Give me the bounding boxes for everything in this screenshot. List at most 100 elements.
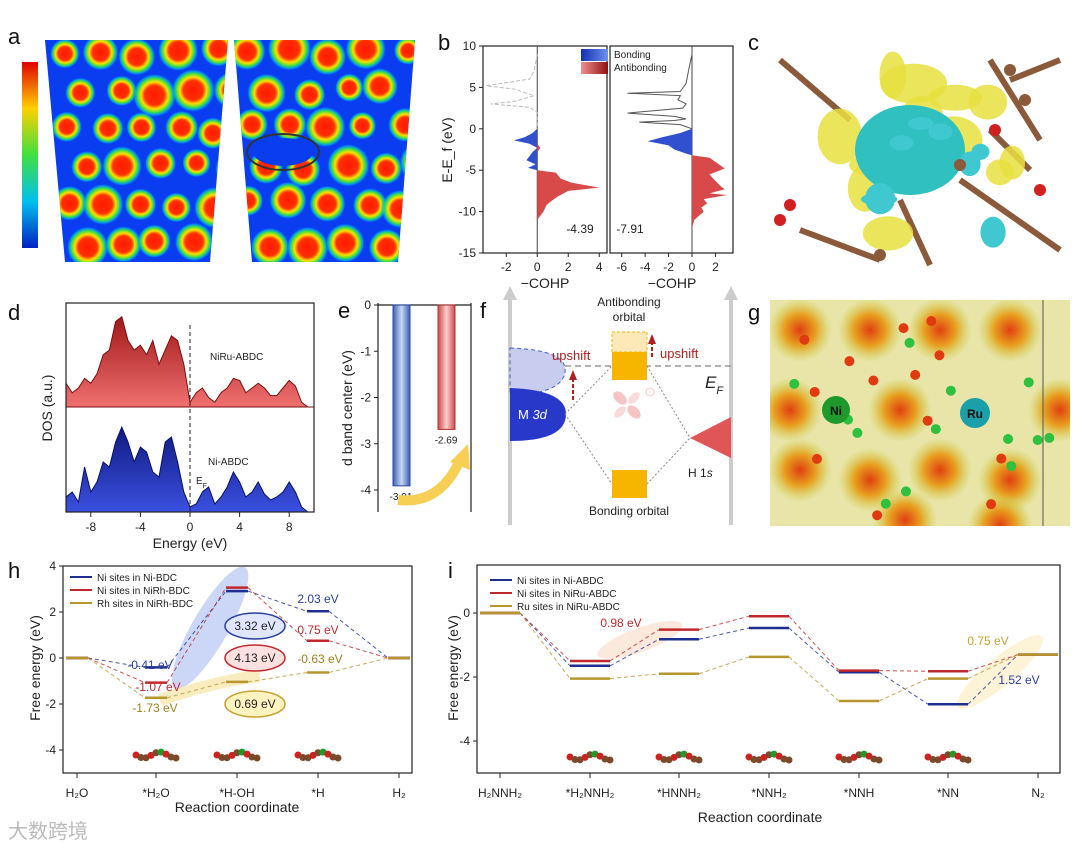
- x-tick-label: -8: [85, 520, 96, 534]
- highlight-region: [171, 566, 249, 690]
- density-blob: [65, 77, 96, 108]
- y-tick-label: -3: [360, 437, 371, 451]
- density-blob: [52, 185, 88, 221]
- pathway-connector: [328, 640, 389, 659]
- pathway-connector: [166, 587, 227, 683]
- x-tick-label: -4: [135, 520, 146, 534]
- x-tick-label: 8: [286, 520, 293, 534]
- panel-label-h: h: [8, 558, 20, 583]
- pathway-connector: [328, 657, 389, 673]
- oxygen-atom: [1034, 184, 1046, 196]
- energy-annotation: 3.32 eV: [234, 619, 275, 633]
- elf-isosurface: [838, 300, 902, 362]
- adsorbate-structure-atom: [606, 756, 614, 764]
- density-blob: [410, 79, 415, 110]
- y-tick-label: -10: [459, 205, 477, 219]
- upshift-label-left: upshift: [552, 348, 591, 363]
- atom: [880, 498, 891, 509]
- ef-label: EF: [705, 373, 724, 397]
- adsorbate-structure-atom: [695, 756, 703, 764]
- density-blob: [246, 73, 287, 113]
- category-label: H₂NNH₂: [478, 786, 522, 800]
- density-blob: [82, 40, 119, 71]
- density-blob: [91, 112, 124, 145]
- dband-bar-niru-abdc: [437, 304, 456, 430]
- panel-f-orbital-diagram: M 3d H 1s EF upshift upshift Antibonding…: [503, 286, 738, 525]
- density-blob: [235, 108, 269, 141]
- energy-annotation: -1.73 eV: [132, 701, 177, 715]
- elf-isosurface: [770, 378, 822, 442]
- panel-g-electron-localization-structure: Ni Ru: [770, 300, 1070, 526]
- category-label: N₂: [1031, 786, 1045, 800]
- legend-bonding-swatch: [581, 49, 608, 61]
- density-blob: [293, 78, 326, 111]
- density-blob: [200, 40, 228, 67]
- pathway-connector: [87, 657, 146, 684]
- pathway-connector: [166, 681, 227, 699]
- elf-isosurface: [1028, 378, 1070, 442]
- atom: [898, 323, 909, 334]
- adsorbate-structure-atom: [172, 754, 180, 762]
- density-blob: [193, 186, 228, 229]
- pathway-connector: [698, 627, 750, 640]
- carbon-atom: [1004, 64, 1016, 76]
- atom: [986, 499, 997, 510]
- y-tick-label: -4: [360, 483, 371, 497]
- category-label: *NNH: [844, 786, 875, 800]
- density-blob: [352, 187, 388, 223]
- category-label: *NN: [937, 786, 959, 800]
- ru-atom-label: Ru: [967, 407, 983, 421]
- legend-entry: Ni sites in Ni-ABDC: [517, 576, 604, 587]
- upshift-arrowhead-left: [569, 370, 577, 380]
- elf-isosurface: [770, 300, 832, 362]
- pathway-connector: [878, 678, 929, 702]
- density-blob: [137, 224, 172, 259]
- density-blob: [370, 152, 403, 185]
- atom: [1006, 461, 1017, 472]
- pathway-connector: [519, 612, 571, 679]
- pathway-connector: [788, 615, 840, 671]
- density-blob: [234, 40, 266, 71]
- x-tick-label: 4: [596, 260, 603, 274]
- cohp-x-label-left: −COHP: [521, 275, 570, 291]
- charge-accumulation-isosurface: [817, 108, 863, 165]
- d-orbital-lobes-icon: [613, 387, 655, 419]
- energy-annotation: 2.03 eV: [297, 592, 338, 606]
- adsorbate-structure-atom: [750, 756, 758, 764]
- energy-annotation: 0.75 eV: [297, 623, 338, 637]
- pathway-connector: [519, 612, 571, 667]
- density-blob: [406, 223, 415, 262]
- category-label: *HNNH₂: [657, 786, 701, 800]
- legend-antibonding: Antibonding: [614, 63, 667, 74]
- density-blob: [51, 111, 83, 143]
- bond-stick: [798, 227, 882, 263]
- dband-y-axis-label: d band center (eV): [339, 350, 355, 466]
- pathway-connector: [609, 638, 660, 667]
- panel-label-a: a: [8, 24, 21, 49]
- pathway-connector: [247, 671, 308, 683]
- atom: [922, 415, 933, 426]
- atom: [945, 385, 956, 396]
- bond-stick: [958, 177, 1062, 253]
- pathway-connector: [788, 627, 840, 673]
- density-blob: [164, 110, 199, 145]
- pathway-connector: [967, 654, 1019, 705]
- charge-depletion-isosurface: [980, 216, 1006, 248]
- x-tick-label: 0: [689, 260, 696, 274]
- charge-accumulation-isosurface: [986, 159, 1014, 186]
- carbon-atom: [1019, 94, 1031, 106]
- density-blob: [174, 222, 214, 262]
- panel-h-her-free-energy: 4 2 0 -2 -4 H₂O *H₂O *H-OH *H H₂ Ni sites in Ni-BD…: [27, 559, 413, 815]
- adsorbate-structure-atom: [334, 754, 342, 762]
- i-y-axis-label: Free energy (eV): [445, 615, 461, 721]
- elf-isosurface: [873, 488, 937, 526]
- depleted-region: [253, 138, 313, 166]
- energy-annotation: 0.75 eV: [967, 634, 1008, 648]
- atom: [811, 453, 822, 464]
- legend-bonding: Bonding: [614, 50, 651, 61]
- barrier-highlight: [224, 690, 286, 718]
- category-label: *H₂NNH₂: [566, 786, 615, 800]
- h-x-axis-label: Reaction coordinate: [175, 799, 300, 815]
- adsorbate-structure-atom: [299, 754, 307, 762]
